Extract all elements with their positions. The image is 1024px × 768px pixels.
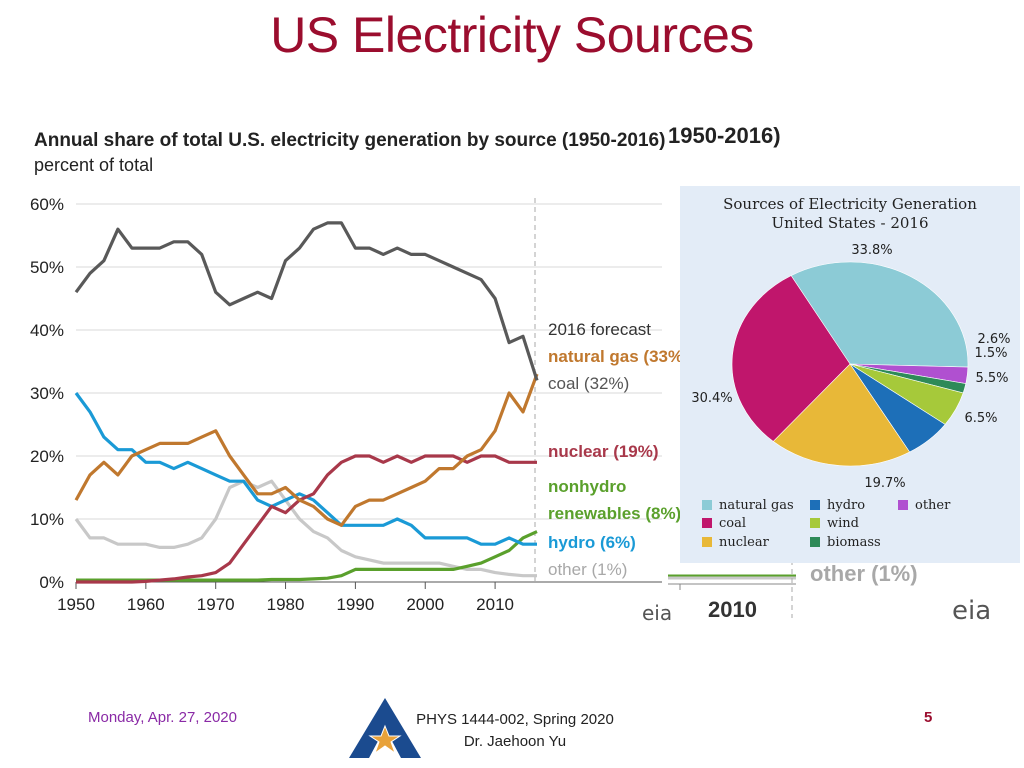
x-tick-label: 1990 (336, 595, 374, 614)
legend-swatch (810, 537, 820, 547)
logo-star-icon (368, 724, 402, 755)
x-tick-label: 1950 (57, 595, 95, 614)
y-tick-label: 20% (30, 447, 64, 466)
legend-swatch (702, 537, 712, 547)
footer-course-info: PHYS 1444-002, Spring 2020 Dr. Jaehoon Y… (404, 709, 626, 753)
series-line-hydro (74, 392, 537, 546)
renewables-label: nonhydro (548, 477, 626, 496)
footer-instructor: Dr. Jaehoon Yu (463, 733, 567, 750)
pie-chart-panel: Sources of Electricity Generation United… (680, 186, 1020, 563)
series-line-natural-gas (74, 373, 539, 527)
legend-swatch (702, 518, 712, 528)
x-tick-label: 2000 (406, 595, 444, 614)
pie-label-other: 2.6% (977, 332, 1010, 347)
line-chart-title: Annual share of total U.S. electricity g… (34, 130, 665, 151)
legend-label: hydro (827, 498, 866, 513)
slide-title: US Electricity Sources (270, 7, 754, 63)
pie-label-biomass: 1.5% (974, 346, 1007, 361)
y-tick-label: 10% (30, 510, 64, 529)
pie-label-nuclear: 19.7% (864, 476, 905, 491)
pie-slice-nuclear (772, 363, 911, 467)
footer-course-line: PHYS 1444-002, Spring 2020 (416, 711, 614, 728)
legend-item-biomass: biomass (810, 535, 881, 550)
pie-chart-subtitle: United States - 2016 (771, 214, 928, 232)
pie-slice-coal (731, 275, 851, 442)
y-tick-label: 50% (30, 258, 64, 277)
pie-chart: Sources of Electricity Generation United… (691, 195, 1010, 491)
legend-swatch (810, 518, 820, 528)
y-tick-label: 0% (39, 573, 64, 592)
background-other-label: other (1%) (810, 561, 918, 586)
series-line-nuclear (76, 454, 537, 584)
legend-swatch (810, 500, 820, 510)
series-line-coal (74, 221, 539, 381)
legend-label: other (915, 498, 951, 513)
x-tick-label: 1980 (267, 595, 305, 614)
forecast-label: 2016 forecast (548, 320, 651, 339)
pie-label-coal: 30.4% (691, 391, 732, 406)
line-chart-ylabel: percent of total (34, 155, 153, 175)
pie-label-wind: 5.5% (975, 371, 1008, 386)
legend-item-other: other (898, 498, 950, 513)
eia-logo: eia (642, 601, 672, 625)
coal-label: coal (32%) (548, 374, 629, 393)
background-year-label: 2010 (708, 597, 757, 622)
pie-chart-title: Sources of Electricity Generation (723, 195, 977, 213)
legend-label: natural gas (719, 498, 794, 513)
legend-item-hydro: hydro (810, 498, 865, 513)
legend-swatch (702, 500, 712, 510)
nuclear-label: nuclear (19%) (548, 442, 659, 461)
background-chart-title-fragment: 1950-2016) (668, 123, 781, 148)
pie-slice-natural-gas (790, 261, 969, 368)
y-tick-label: 30% (30, 384, 64, 403)
university-logo (349, 698, 421, 758)
y-tick-label: 40% (30, 321, 64, 340)
page-number: 5 (924, 709, 933, 726)
legend-swatch (898, 500, 908, 510)
renewables-label-cont: renewables (8%) (548, 504, 680, 523)
x-tick-label: 1970 (197, 595, 235, 614)
line-chart: Annual share of total U.S. electricity g… (30, 130, 680, 625)
other-label: other (1%) (548, 560, 627, 579)
natural-gas-label: natural gas (33%) (548, 347, 680, 366)
background-eia-logo: eia (952, 596, 992, 626)
legend-item-coal: coal (702, 516, 746, 531)
pie-label-hydro: 6.5% (964, 411, 997, 426)
legend-label: coal (719, 516, 747, 531)
legend-label: biomass (827, 535, 881, 550)
hydro-label: hydro (6%) (548, 533, 636, 552)
y-tick-label: 60% (30, 195, 64, 214)
legend-label: wind (827, 516, 859, 531)
legend-item-natural-gas: natural gas (702, 498, 794, 513)
legend-label: nuclear (719, 535, 769, 550)
x-tick-label: 2010 (476, 595, 514, 614)
x-tick-label: 1960 (127, 595, 165, 614)
footer-date: Monday, Apr. 27, 2020 (88, 709, 237, 726)
legend-item-nuclear: nuclear (702, 535, 769, 550)
background-chart-fragment: 2010 (668, 542, 796, 622)
pie-label-natural-gas: 33.8% (851, 243, 892, 258)
legend-item-wind: wind (810, 516, 859, 531)
